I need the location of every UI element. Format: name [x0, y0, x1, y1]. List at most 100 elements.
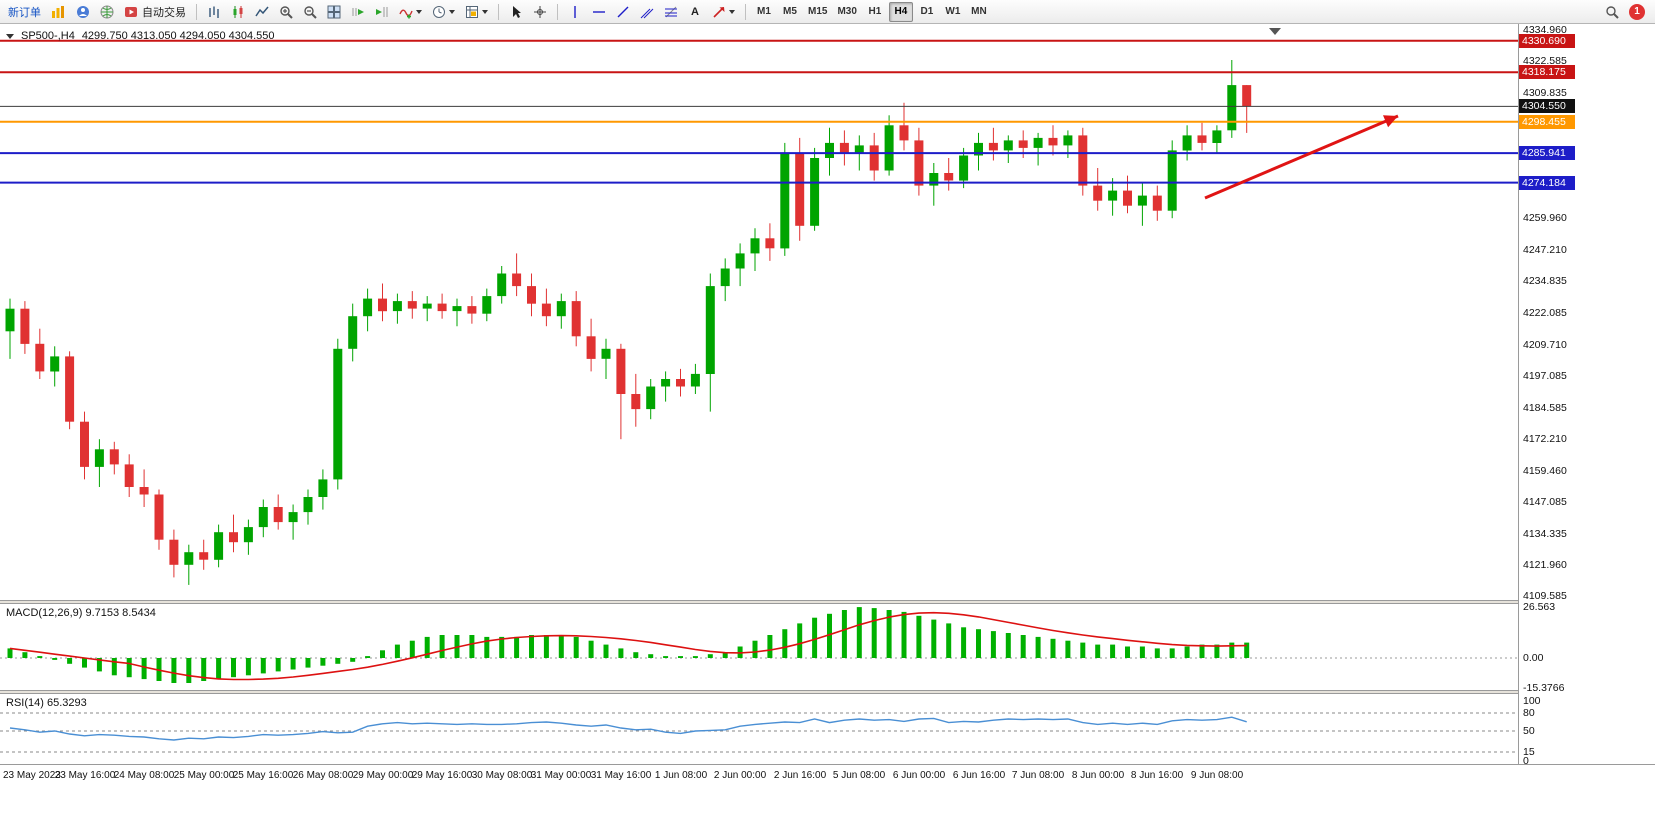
rsi-line	[9, 716, 1247, 741]
time-axis-label: 8 Jun 16:00	[1130, 770, 1184, 781]
time-axis-label: 24 May 08:00	[113, 770, 175, 781]
templates-button[interactable]	[461, 2, 492, 22]
symbol-dropdown-icon[interactable]	[6, 33, 14, 39]
chevron-down-icon	[416, 9, 422, 14]
chart-shift-button[interactable]	[371, 2, 393, 22]
time-axis-label: 25 May 00:00	[173, 770, 235, 781]
new-order-button[interactable]: 新订单	[4, 2, 45, 22]
price-tag: 4304.550	[1519, 99, 1575, 113]
arrow-tool-icon	[713, 6, 725, 18]
timeframe-h4-button[interactable]: H4	[888, 1, 913, 22]
toolbar-separator	[196, 3, 197, 20]
tile-windows-button[interactable]	[323, 2, 345, 22]
price-axis-label: 4234.835	[1523, 275, 1567, 287]
timeframe-w1-button[interactable]: W1	[945, 6, 961, 17]
timeframe-m1-button[interactable]: M1	[757, 6, 771, 17]
time-axis-label: 2 Jun 16:00	[773, 770, 827, 781]
time-axis-label: 25 May 16:00	[232, 770, 294, 781]
price-axis-label: 4147.085	[1523, 496, 1567, 508]
toolbar-separator	[745, 3, 746, 20]
time-axis-label: 29 May 00:00	[352, 770, 414, 781]
zoom-out-icon	[304, 5, 317, 19]
tile-windows-icon	[327, 5, 341, 18]
price-chart[interactable]	[0, 24, 1518, 600]
rsi-axis-label: 100	[1523, 695, 1541, 707]
channel-tool-button[interactable]	[636, 2, 658, 22]
arrows-tool-button[interactable]	[708, 2, 739, 22]
rsi-axis-label: 15	[1523, 746, 1535, 758]
price-axis-label: 4134.335	[1523, 528, 1567, 540]
auto-scroll-button[interactable]	[347, 2, 369, 22]
price-axis-label: 4109.585	[1523, 590, 1567, 602]
timeframe-m30-button[interactable]: M30	[837, 6, 857, 17]
rsi-axis-label: 50	[1523, 725, 1535, 737]
time-axis-label: 1 Jun 08:00	[654, 770, 708, 781]
navigator-button[interactable]	[72, 2, 94, 22]
price-axis-label: 4222.085	[1523, 307, 1567, 319]
market-watch-button[interactable]	[47, 2, 70, 22]
vertical-line-tool-button[interactable]	[564, 2, 586, 22]
candlestick-series[interactable]	[5, 60, 1252, 585]
rsi-panel[interactable]	[0, 694, 1518, 764]
timeframe-h1-button[interactable]: H1	[868, 6, 882, 17]
channel-icon	[640, 8, 654, 18]
macd-panel[interactable]	[0, 604, 1518, 690]
indicators-button[interactable]	[395, 2, 426, 22]
panel-splitter[interactable]	[0, 690, 1655, 694]
time-axis-label: 9 Jun 08:00	[1190, 770, 1244, 781]
time-axis-label: 8 Jun 00:00	[1071, 770, 1125, 781]
price-axis-label: 4121.960	[1523, 559, 1567, 571]
bar-chart-icon	[209, 6, 219, 18]
candlestick-mode-button[interactable]	[227, 2, 249, 22]
cursor-tool-button[interactable]	[505, 2, 527, 22]
bar-chart-mode-button[interactable]	[203, 2, 225, 22]
chart-shift-icon	[376, 6, 388, 17]
price-axis-label: 4184.585	[1523, 402, 1567, 414]
horizontal-line-tool-button[interactable]	[588, 2, 610, 22]
text-tool-label: A	[691, 5, 699, 18]
auto-trading-label: 自动交易	[142, 6, 186, 19]
chart-shift-marker[interactable]	[1269, 28, 1281, 35]
timeframe-m15-button[interactable]: M15	[808, 6, 828, 17]
trend-arrow[interactable]	[1204, 114, 1399, 200]
timeframe-mn-button[interactable]: MN	[971, 6, 987, 17]
search-button[interactable]	[1601, 2, 1623, 22]
time-axis-label: 6 Jun 16:00	[952, 770, 1006, 781]
rsi-axis-label: 0	[1523, 755, 1529, 767]
price-axis[interactable]: 4334.9604322.5854309.8354297.0854284.710…	[1518, 24, 1655, 767]
line-chart-mode-button[interactable]	[251, 2, 273, 22]
zoom-out-button[interactable]	[299, 2, 321, 22]
trendline-tool-button[interactable]	[612, 2, 634, 22]
terminal-button[interactable]	[96, 2, 118, 22]
time-axis[interactable]: 23 May 2023 23 May 16:00 24 May 08:00 25 Ma…	[0, 764, 1655, 787]
chevron-down-icon	[729, 9, 735, 14]
timeframe-d1-button[interactable]: D1	[920, 6, 934, 17]
notification-badge[interactable]: 1	[1629, 3, 1645, 20]
market-watch-icon	[52, 5, 64, 18]
search-icon	[1606, 5, 1619, 19]
toolbar-separator	[498, 3, 499, 20]
price-axis-label: 4322.585	[1523, 55, 1567, 67]
auto-trading-button[interactable]: 自动交易	[120, 2, 190, 22]
panel-splitter[interactable]	[0, 600, 1655, 604]
fibonacci-tool-button[interactable]	[660, 2, 682, 22]
timeframe-m5-button[interactable]: M5	[783, 6, 797, 17]
chart-info: SP500-,H4 4299.750 4313.050 4294.050 430…	[6, 30, 275, 42]
crosshair-tool-button[interactable]	[529, 2, 551, 22]
text-tool-button[interactable]: A	[684, 2, 706, 22]
zoom-in-button[interactable]	[275, 2, 297, 22]
time-axis-label: 23 May 16:00	[54, 770, 116, 781]
time-axis-label: 31 May 16:00	[590, 770, 652, 781]
time-axis-label: 31 May 00:00	[530, 770, 592, 781]
new-order-label: 新订单	[8, 6, 41, 19]
chart-symbol-period: SP500-,H4	[21, 30, 75, 42]
periods-button[interactable]	[428, 2, 459, 22]
rsi-axis-label: 80	[1523, 707, 1535, 719]
price-axis-label: 4334.960	[1523, 24, 1567, 36]
time-axis-label: 30 May 08:00	[471, 770, 533, 781]
time-axis-label: 29 May 16:00	[411, 770, 473, 781]
crosshair-icon	[534, 5, 546, 18]
horizontal-line-icon	[593, 10, 605, 13]
price-axis-label: 4259.960	[1523, 212, 1567, 224]
